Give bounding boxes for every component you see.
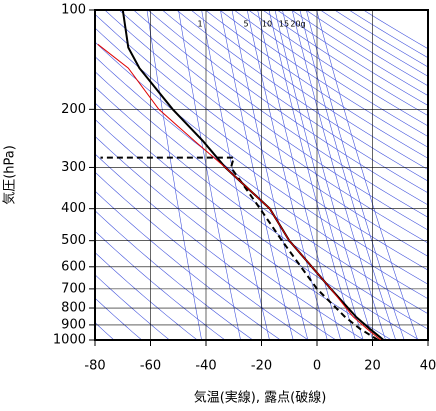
y-tick-label: 300 [61, 160, 86, 175]
y-tick-label: 200 [61, 102, 86, 117]
x-tick-label: 0 [313, 359, 321, 374]
mixing-ratio-label: 10 [262, 20, 272, 29]
mixing-ratio-label: 1 [197, 20, 202, 29]
mixing-ratio-label: 20g [290, 20, 305, 29]
y-tick-label: 800 [61, 301, 86, 316]
background-lines [95, 10, 428, 340]
y-tick-label: 900 [61, 317, 86, 332]
x-tick-label: 20 [364, 359, 381, 374]
x-tick-label: -60 [140, 359, 161, 374]
profile-line [100, 156, 379, 340]
y-axis-label: 気圧(hPa) [2, 145, 18, 205]
plot-frame [94, 9, 429, 341]
x-axis-label: 気温(実線), 露点(破線) [194, 390, 327, 406]
y-tick-label: 600 [61, 259, 86, 274]
mixing-ratio-label: 15 [279, 20, 289, 29]
y-tick-label: 700 [61, 281, 86, 296]
profile-line [97, 43, 382, 340]
y-tick-label: 500 [61, 233, 86, 248]
x-tick-label: -40 [195, 359, 216, 374]
mixing-ratio-label: 5 [243, 20, 248, 29]
y-tick-label: 400 [61, 201, 86, 216]
x-tick-label: -20 [251, 359, 272, 374]
x-tick-label: 40 [420, 359, 436, 374]
y-tick-label: 100 [61, 3, 86, 18]
y-tick-label: 1000 [53, 333, 86, 348]
x-tick-label: -80 [84, 359, 105, 374]
